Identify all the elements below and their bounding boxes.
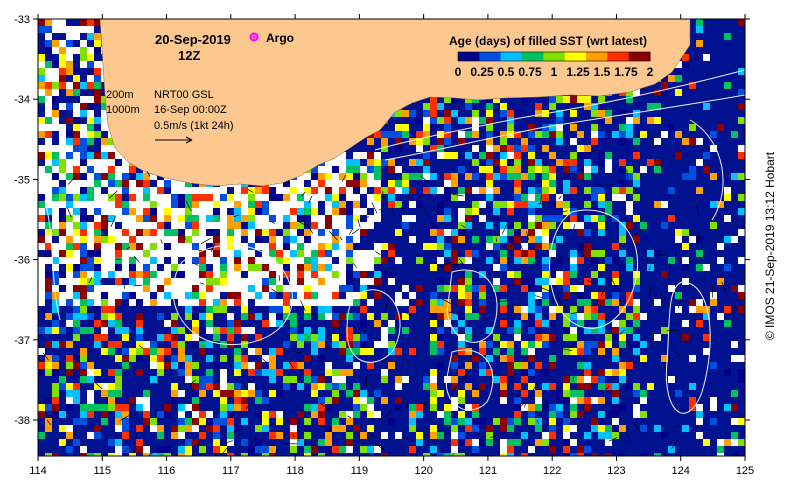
current-time: 16-Sep 00:00Z: [154, 104, 227, 116]
y-tick-label: -35: [14, 174, 30, 186]
colorbar-segment: [628, 52, 651, 61]
x-tick-label: 121: [479, 465, 497, 477]
colorbar-segment: [564, 52, 587, 61]
colorbar-tick-label: 1: [551, 65, 558, 79]
colorbar-frame: [457, 51, 651, 62]
y-tick-label: -36: [14, 255, 30, 267]
y-tick-label: -33: [14, 14, 30, 26]
current-vectors: [38, 169, 736, 456]
map-frame: [37, 18, 746, 457]
x-tick-label: 115: [93, 465, 111, 477]
scale-vector-arrow: [155, 136, 193, 144]
colorbar-segment: [586, 52, 608, 61]
colorbar-tick-label: 1.5: [594, 65, 611, 79]
y-tick-label: -38: [14, 415, 30, 427]
colorbar: [457, 51, 651, 62]
x-tick-label: 114: [29, 465, 47, 477]
y-tick-label: -34: [14, 94, 30, 106]
colorbar-title: Age (days) of filled SST (wrt latest): [449, 34, 647, 48]
x-tick-label: 122: [543, 465, 561, 477]
colorbar-tick-label: 0.5: [498, 65, 515, 79]
colorbar-segment: [543, 52, 566, 61]
x-tick-label: 119: [351, 465, 369, 477]
current-source: NRT00 GSL: [154, 89, 214, 101]
x-tick-label: 118: [286, 465, 304, 477]
contour-label-200m: 200m: [106, 89, 134, 101]
map-time: 12Z: [178, 48, 200, 63]
x-tick-label: 123: [607, 465, 625, 477]
x-tick-label: 117: [222, 465, 240, 477]
colorbar-segment: [500, 52, 523, 61]
colorbar-segment: [479, 52, 502, 61]
argo-marker: [249, 32, 259, 42]
latitude-axis: -33 -34 -35 -36 -37 -38: [14, 14, 750, 427]
x-tick-label: 116: [158, 465, 176, 477]
y-tick-label: -37: [14, 335, 30, 347]
colorbar-tick-label: 2: [647, 65, 654, 79]
colorbar-tick-label: 0: [455, 65, 462, 79]
bathymetry-contours: [44, 69, 745, 414]
x-tick-label: 125: [736, 465, 754, 477]
scale-vector-label: 0.5m/s (1kt 24h): [154, 120, 233, 132]
colorbar-tick-label: 0.25: [470, 65, 494, 79]
map-date: 20-Sep-2019: [155, 32, 231, 47]
longitude-axis: 114 115 116 117 118 119 120 121 122 123 124 125: [29, 14, 754, 477]
colorbar-tick-label: 0.75: [518, 65, 542, 79]
credit-text: © IMOS 21-Sep-2019 13:12 Hobart: [763, 151, 777, 341]
colorbar-tick-label: 1.75: [614, 65, 638, 79]
argo-label: Argo: [266, 31, 294, 45]
colorbar-segment: [607, 52, 630, 61]
colorbar-segment: [458, 52, 480, 61]
x-tick-label: 120: [414, 465, 432, 477]
colorbar-segment: [522, 52, 544, 61]
colorbar-tick-label: 1.25: [566, 65, 590, 79]
colorbar-ticks: 0 0.25 0.5 0.75 1 1.25 1.5 1.75 2: [455, 65, 654, 79]
contour-label-1000m: 1000m: [106, 104, 140, 116]
x-tick-label: 124: [672, 465, 690, 477]
